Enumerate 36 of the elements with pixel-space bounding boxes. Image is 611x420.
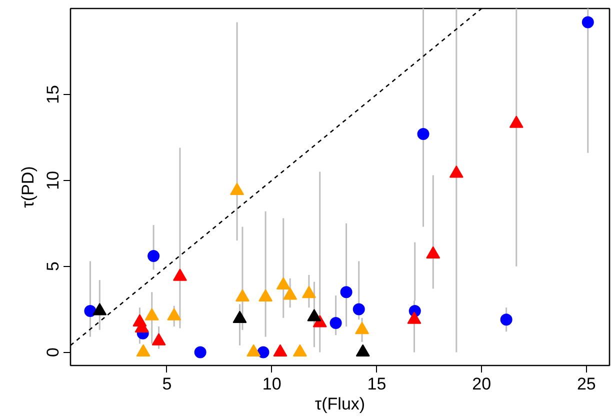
point xyxy=(509,116,524,128)
x-tick-label: 20 xyxy=(472,374,492,394)
point xyxy=(426,246,440,259)
point xyxy=(407,312,422,324)
point xyxy=(235,289,250,302)
point xyxy=(582,16,594,28)
point xyxy=(356,344,370,357)
point xyxy=(292,344,307,357)
point xyxy=(302,286,316,298)
point xyxy=(258,289,273,302)
point xyxy=(230,182,244,195)
point xyxy=(273,344,288,357)
point xyxy=(449,166,464,178)
x-tick-label: 15 xyxy=(367,374,386,394)
point xyxy=(172,268,187,281)
y-tick-label: 15 xyxy=(44,84,62,104)
point xyxy=(246,344,261,357)
point xyxy=(307,309,322,322)
point xyxy=(136,344,150,357)
point xyxy=(355,322,370,334)
y-tick-label: 5 xyxy=(44,262,62,272)
y-tick-label: 0 xyxy=(44,348,62,357)
point xyxy=(283,288,298,300)
point xyxy=(276,277,290,290)
point xyxy=(152,333,166,346)
point xyxy=(417,128,430,140)
point xyxy=(232,310,247,323)
x-axis-title: τ(Flux) xyxy=(314,394,366,414)
point xyxy=(167,308,182,320)
y-tick-label: 10 xyxy=(44,170,62,190)
point xyxy=(92,303,107,316)
x-tick-label: 5 xyxy=(162,374,172,394)
y-axis-title: τ(PD) xyxy=(18,166,38,208)
x-tick-label: 25 xyxy=(576,374,596,394)
point xyxy=(144,308,159,320)
x-tick-label: 10 xyxy=(262,374,282,394)
